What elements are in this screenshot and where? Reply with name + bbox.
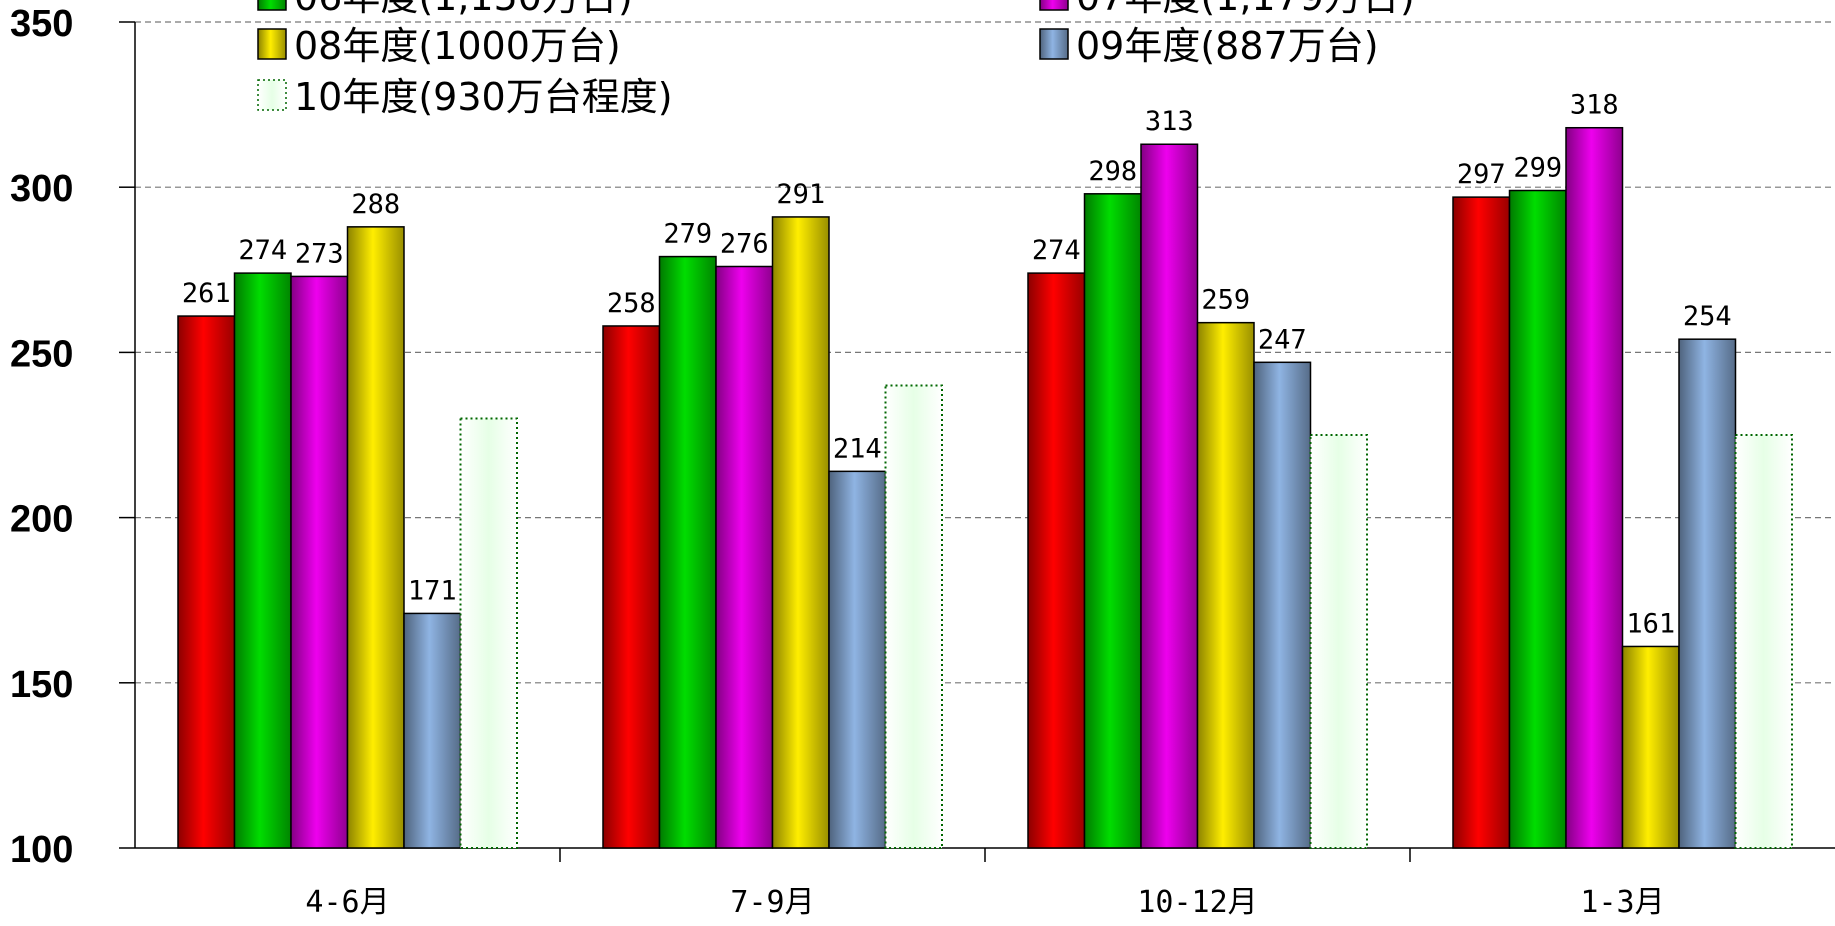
y-tick-label: 250 bbox=[10, 333, 73, 375]
data-label: 261 bbox=[182, 278, 231, 309]
data-label: 214 bbox=[833, 433, 882, 464]
bar bbox=[1734, 434, 1793, 849]
legend-swatch bbox=[1039, 0, 1069, 11]
bar bbox=[1253, 361, 1312, 849]
data-label: 279 bbox=[663, 219, 712, 250]
legend-swatch bbox=[257, 0, 287, 11]
data-label: 274 bbox=[1032, 235, 1081, 266]
legend-swatch bbox=[257, 28, 287, 60]
legend: 06年度(1,150万台) 07年度(1,179万台) 08年度(1000万台) 09… bbox=[257, 0, 1415, 119]
data-label: 274 bbox=[238, 235, 287, 266]
bar bbox=[290, 275, 349, 849]
legend-label: 08年度(1000万台) bbox=[294, 24, 621, 68]
bar bbox=[459, 417, 518, 849]
legend-swatch bbox=[1039, 28, 1069, 60]
bar bbox=[771, 216, 830, 849]
data-label: 258 bbox=[607, 288, 656, 319]
data-label: 297 bbox=[1457, 159, 1506, 190]
data-label: 259 bbox=[1201, 285, 1250, 316]
bar bbox=[1027, 272, 1086, 849]
x-tick-label: 1-3月 bbox=[1580, 885, 1664, 920]
legend-label: 07年度(1,179万台) bbox=[1076, 0, 1415, 19]
bars bbox=[177, 126, 1793, 849]
legend-label: 09年度(887万台) bbox=[1076, 24, 1379, 68]
x-tick-label: 10-12月 bbox=[1137, 885, 1257, 920]
bar bbox=[602, 325, 661, 849]
data-label: 299 bbox=[1513, 153, 1562, 184]
data-label: 318 bbox=[1570, 90, 1619, 121]
bar bbox=[233, 272, 292, 849]
data-label: 171 bbox=[408, 575, 457, 606]
data-label: 254 bbox=[1683, 301, 1732, 332]
y-tick-label: 100 bbox=[10, 829, 73, 871]
data-label: 273 bbox=[295, 238, 344, 269]
bar bbox=[1565, 126, 1624, 849]
y-tick-label: 350 bbox=[10, 3, 73, 45]
x-tick-label: 7-9月 bbox=[730, 885, 814, 920]
bar bbox=[1508, 189, 1567, 849]
bar bbox=[715, 265, 774, 849]
bar bbox=[346, 226, 405, 849]
axes: 100 150 200 250 300 350 4-6月 7-9月 10-12月 1-3月 bbox=[10, 3, 1835, 920]
bar bbox=[1083, 193, 1142, 849]
data-label: 298 bbox=[1088, 156, 1137, 187]
bar bbox=[1196, 321, 1255, 849]
legend-label: 10年度(930万台程度) bbox=[294, 75, 673, 119]
bar bbox=[1140, 143, 1199, 849]
bar bbox=[1678, 338, 1737, 849]
data-label: 247 bbox=[1258, 324, 1307, 355]
x-tick-label: 4-6月 bbox=[305, 885, 389, 920]
y-tick-label: 200 bbox=[10, 499, 73, 541]
bar bbox=[403, 612, 462, 849]
bar bbox=[1452, 196, 1511, 849]
legend-label: 06年度(1,150万台) bbox=[294, 0, 633, 19]
data-label: 288 bbox=[351, 189, 400, 220]
y-tick-label: 150 bbox=[10, 664, 73, 706]
bar bbox=[177, 315, 236, 849]
legend-swatch bbox=[257, 79, 287, 111]
data-label: 313 bbox=[1145, 106, 1194, 137]
y-tick-label: 300 bbox=[10, 168, 73, 210]
bar bbox=[828, 470, 887, 849]
bar bbox=[1621, 645, 1680, 849]
bar bbox=[658, 255, 717, 849]
bar bbox=[1309, 434, 1368, 849]
data-label: 291 bbox=[776, 179, 825, 210]
data-label: 161 bbox=[1626, 608, 1675, 639]
bar bbox=[884, 384, 943, 849]
data-label: 276 bbox=[720, 228, 769, 259]
